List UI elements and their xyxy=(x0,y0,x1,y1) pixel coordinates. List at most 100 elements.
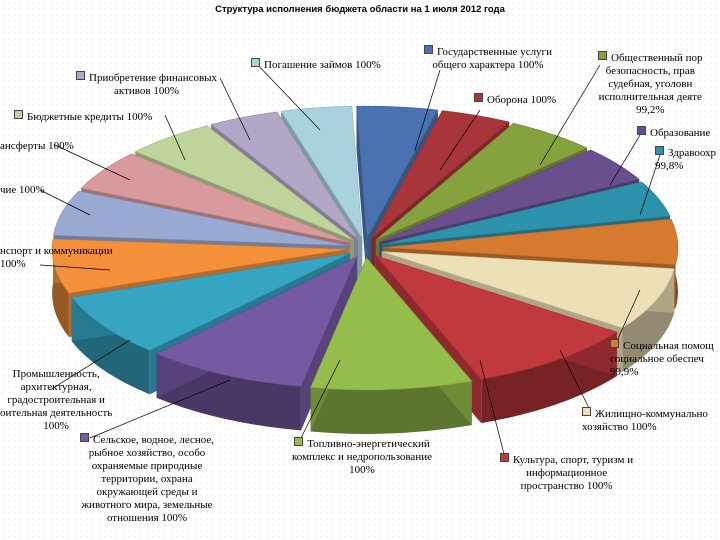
pie-slice-top xyxy=(80,153,351,243)
slice-label: Культура, спорт, туризм и информационное п… xyxy=(500,453,633,493)
pie-slice-top xyxy=(53,190,348,246)
legend-swatch xyxy=(655,146,664,155)
slice-label-text: Здравоохр xyxy=(668,147,717,159)
leader-line xyxy=(39,264,111,271)
legend-swatch xyxy=(582,407,591,416)
pie-slice-top xyxy=(210,111,359,240)
slice-label-text: территории, охрана xyxy=(101,473,193,485)
slice-label-text: общего характера 100% xyxy=(432,59,544,71)
leader-line xyxy=(49,339,131,391)
pie-slice-top xyxy=(381,181,671,245)
legend-swatch xyxy=(637,126,646,135)
slice-label-text: Социальная помощ xyxy=(623,340,714,352)
leader-line xyxy=(439,109,481,171)
leader-line xyxy=(609,134,641,186)
legend-swatch xyxy=(14,110,23,119)
slice-label-text: социальное обеспеч xyxy=(610,353,704,365)
legend-swatch xyxy=(294,437,304,446)
leader-line xyxy=(39,189,91,216)
leader-line xyxy=(54,144,131,181)
pie-slice-top xyxy=(71,253,351,351)
pie-slice-top xyxy=(310,257,473,391)
slice-label: Топливно-энергетический комплекс и недроп… xyxy=(292,437,432,477)
slice-label-text: 100% xyxy=(43,420,69,432)
slice-label-text: Культура, спорт, туризм и xyxy=(513,454,634,466)
leader-line xyxy=(414,69,441,151)
pie-slice-top xyxy=(356,105,439,240)
slice-label: ансферты 100% xyxy=(0,140,74,153)
legend-swatch xyxy=(598,51,607,60)
slice-label: Социальная помощ социальное обеспеч 99,9% xyxy=(610,339,714,379)
slice-label-text: безопасность, прав xyxy=(605,65,695,77)
legend-swatch xyxy=(251,58,260,67)
pie-slice-wall xyxy=(310,381,472,434)
slice-label-text: рыбное хозяйство, особо xyxy=(88,447,206,459)
legend-swatch xyxy=(424,45,433,54)
slice-label-text: животного мира, земельные xyxy=(81,499,213,511)
slice-label-text: комплекс и недропользование xyxy=(292,451,432,463)
leader-line xyxy=(299,359,341,441)
slice-label-text: Жилищно-коммунально xyxy=(595,408,708,420)
slice-label-text: Приобретение финансовых xyxy=(89,72,218,84)
slice-label: Сельское, водное, лесное, рыбное хозяйств… xyxy=(80,433,214,525)
slice-label-text: градостроительная и xyxy=(7,394,105,406)
slice-label: нспорт и коммуникации 100% xyxy=(0,245,113,271)
pie-slice-top xyxy=(155,256,358,387)
pie-slice xyxy=(310,257,473,434)
slice-label-text: нспорт и коммуникации xyxy=(0,245,113,257)
slice-label-text: Бюджетные кредиты 100% xyxy=(27,111,153,123)
leader-line xyxy=(639,154,661,216)
slice-label: чие 100% xyxy=(0,184,45,197)
pie-slice-top xyxy=(379,149,640,243)
slice-label: Оборона 100% xyxy=(474,93,556,107)
legend-swatch xyxy=(474,93,483,102)
slice-label-text: хозяйство 100% xyxy=(582,421,657,433)
pie-slice-wall xyxy=(52,239,69,338)
slice-label: Государственные услуги общего характера 1… xyxy=(424,45,552,72)
slice-label-text: 99,9% xyxy=(610,366,639,378)
slice-label-text: 99,2% xyxy=(636,104,665,116)
pie-slice-top xyxy=(134,125,354,241)
slice-label: Жилищно-коммунально хозяйство 100% xyxy=(582,407,708,434)
pie-slice-top xyxy=(280,105,363,239)
pie-slice-side xyxy=(356,106,367,283)
slice-label-text: архитектурная, xyxy=(20,381,92,393)
leader-line xyxy=(254,61,321,131)
slice-label-text: Топливно-энергетический xyxy=(307,438,430,450)
legend-swatch xyxy=(80,433,89,442)
slice-label-text: 100% xyxy=(349,464,375,476)
slice-label-text: 100% xyxy=(0,258,26,270)
leader-line xyxy=(89,379,231,439)
leader-line xyxy=(559,349,591,411)
slice-label-text: ансферты 100% xyxy=(0,140,74,152)
pie-slice-top xyxy=(375,123,588,241)
legend-swatch xyxy=(610,339,619,348)
leader-line xyxy=(479,359,506,459)
slice-label: Бюджетные кредиты 100% xyxy=(14,110,152,124)
slice-label-text: Погашение займов 100% xyxy=(264,59,381,71)
slice-label-text: Образование xyxy=(650,127,711,139)
leader-line xyxy=(164,114,186,161)
pie-slice-top xyxy=(375,255,618,380)
legend-swatch xyxy=(76,71,85,80)
slice-label: Погашение займов 100% xyxy=(251,58,381,72)
slice-label: Приобретение финансовых активов 100% xyxy=(76,71,217,98)
slice-label-text: Общественный пор xyxy=(611,52,703,64)
leader-line xyxy=(614,289,641,346)
slice-label-text: отношения 100% xyxy=(106,512,188,524)
slice-label: Образование xyxy=(637,126,710,140)
slice-label-text: Оборона 100% xyxy=(487,94,557,106)
leader-line xyxy=(219,77,251,141)
slice-label-text: охраняемые природные xyxy=(91,460,203,472)
pie-slice-top xyxy=(51,238,348,294)
chart-title: Структура исполнения бюджета области на … xyxy=(215,4,505,15)
slice-label-text: оительная деятельность xyxy=(0,407,113,419)
slice-label-text: Промышленность, xyxy=(12,368,100,380)
pie-slice-top xyxy=(382,218,679,265)
slice-label-text: чие 100% xyxy=(0,184,45,196)
slice-label-text: 99,8% xyxy=(655,160,684,172)
slice-label: Общественный пор безопасность, прав судебн… xyxy=(598,51,703,117)
pie-slice xyxy=(155,256,358,431)
slice-label-text: активов 100% xyxy=(114,85,180,97)
